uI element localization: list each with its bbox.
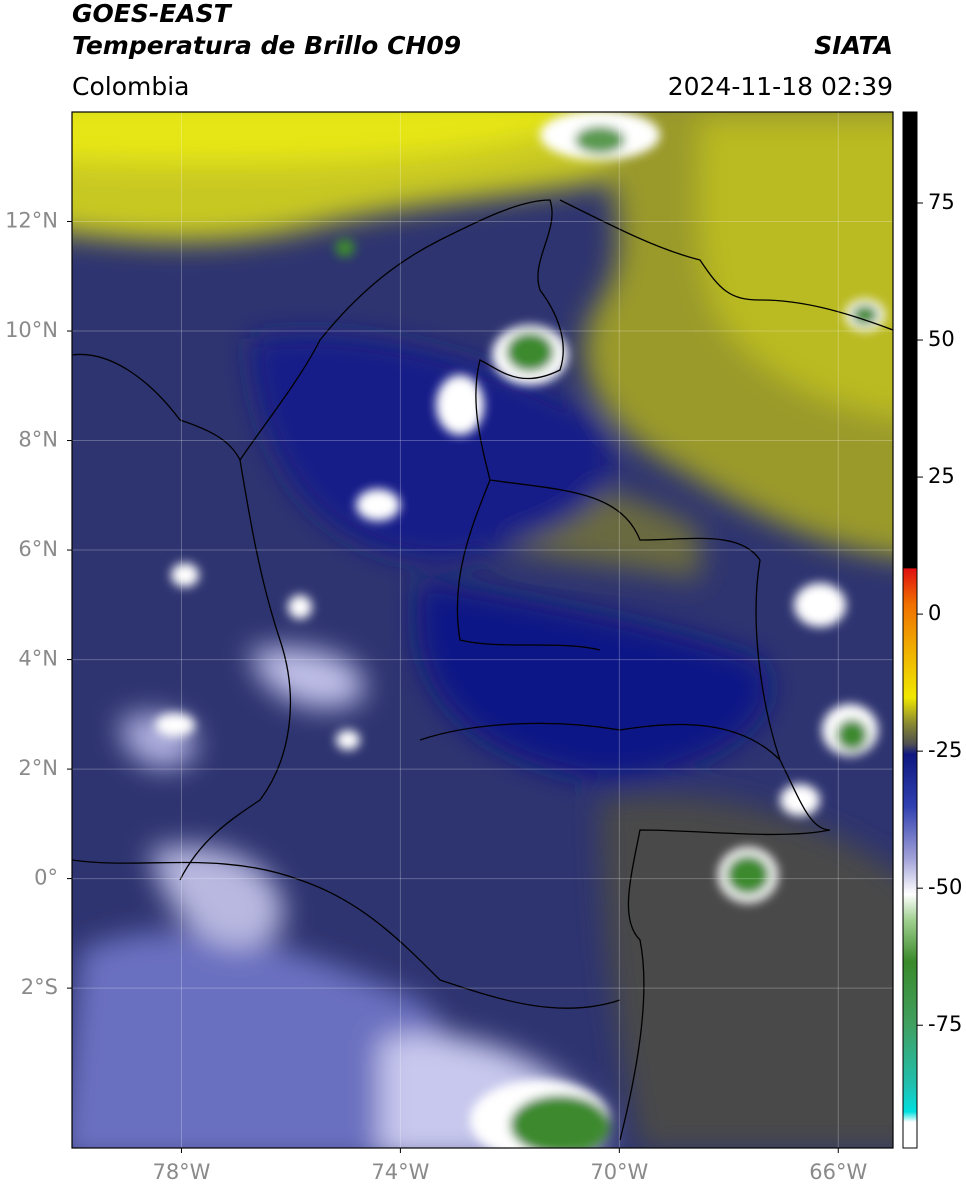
borders <box>72 199 893 1141</box>
satellite-image <box>72 112 893 1148</box>
colorbar <box>902 111 918 1149</box>
region: Colombia <box>72 72 189 101</box>
satellite: GOES-EAST <box>72 0 233 28</box>
lat-tick-label: 10°N <box>5 318 58 342</box>
convective-cells <box>155 112 885 1148</box>
lat-tick-label: 6°N <box>18 537 58 561</box>
lon-tick-label: 78°W <box>152 1160 210 1184</box>
lat-tick-label: 8°N <box>18 428 58 452</box>
product: Temperatura de Brillo CH09 <box>72 31 461 60</box>
source: SIATA <box>814 31 893 60</box>
map-frame <box>71 111 894 1149</box>
lon-tick-label: 66°W <box>809 1160 867 1184</box>
colorbar-tick-label: 75 <box>928 190 955 214</box>
lon-tick-label: 74°W <box>371 1160 429 1184</box>
colorbar-tick-label: 0 <box>928 601 941 625</box>
lat-tick-label: 12°N <box>5 209 58 233</box>
colorbar-tick-label: -25 <box>928 738 962 762</box>
lat-tick-label: 2°N <box>18 756 58 780</box>
lat-tick-label: 0° <box>34 866 58 890</box>
lat-tick-label: 4°N <box>18 647 58 671</box>
colorbar-tick-label: -75 <box>928 1012 962 1036</box>
colorbar-tick-label: -50 <box>928 875 962 899</box>
lon-tick-label: 70°W <box>590 1160 648 1184</box>
lat-tick-label: 2°S <box>21 975 58 999</box>
colorbar-tick-label: 25 <box>928 464 955 488</box>
datetime: 2024-11-18 02:39 <box>668 72 893 101</box>
colorbar-tick-label: 50 <box>928 327 955 351</box>
grid <box>72 112 893 1148</box>
